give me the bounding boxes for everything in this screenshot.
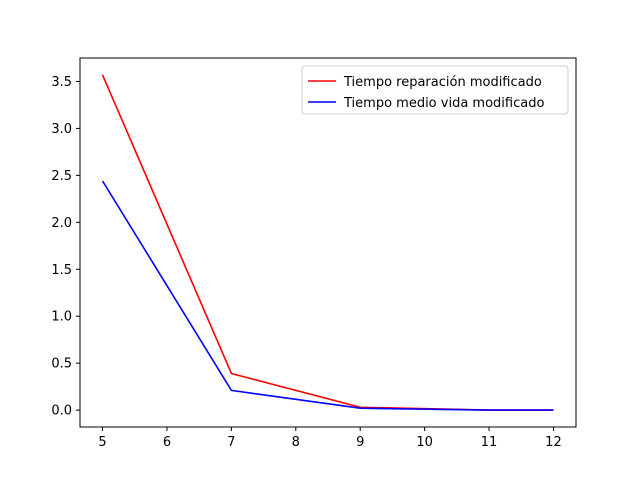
y-tick-label: 3.5 — [51, 75, 72, 90]
series-layer — [101, 74, 554, 411]
x-tick-label: 6 — [163, 435, 171, 450]
x-tick-label: 7 — [227, 435, 235, 450]
series-line-2 — [101, 180, 554, 411]
plot-frame — [79, 57, 577, 428]
legend-label-1: Tiempo reparación modificado — [343, 75, 542, 90]
x-tick-label: 8 — [292, 435, 300, 450]
y-tick-label: 0.0 — [51, 404, 72, 419]
legend-box — [301, 65, 569, 115]
legend-label-2: Tiempo medio vida modificado — [343, 96, 544, 111]
y-axis: 0.0 0.5 1.0 1.5 2.0 2.5 3.0 3.5 — [51, 75, 80, 419]
y-tick-label: 0.5 — [51, 357, 72, 372]
x-tick-label: 11 — [481, 435, 498, 450]
legend: Tiempo reparación modificado Tiempo medio… — [301, 65, 569, 115]
y-tick-label: 3.0 — [51, 122, 72, 137]
x-axis: 5 6 7 8 9 10 11 12 — [98, 427, 562, 450]
y-tick-label: 2.0 — [51, 216, 72, 231]
x-tick-label: 10 — [416, 435, 433, 450]
y-tick-label: 1.0 — [51, 310, 72, 325]
y-tick-label: 1.5 — [51, 263, 72, 278]
x-tick-label: 5 — [98, 435, 106, 450]
x-tick-label: 12 — [545, 435, 562, 450]
x-tick-label: 9 — [356, 435, 364, 450]
y-tick-label: 2.5 — [51, 169, 72, 184]
